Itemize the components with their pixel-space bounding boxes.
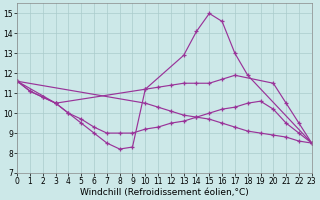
X-axis label: Windchill (Refroidissement éolien,°C): Windchill (Refroidissement éolien,°C) [80, 188, 249, 197]
